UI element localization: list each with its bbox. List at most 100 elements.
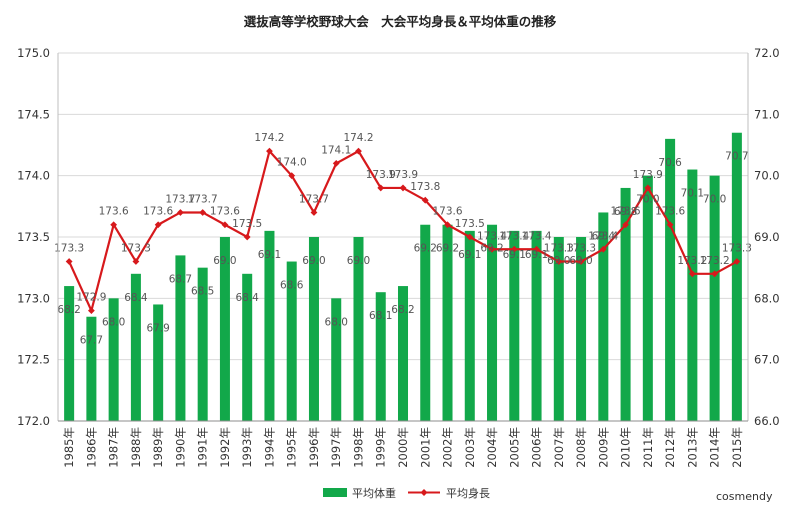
height-point <box>688 270 696 278</box>
weight-data-label: 69.2 <box>414 243 437 255</box>
weight-data-label: 68.6 <box>280 280 304 292</box>
height-line <box>65 147 741 314</box>
weight-data-label: 70.7 <box>725 151 748 163</box>
height-data-label: 173.6 <box>655 206 685 218</box>
weight-data-label: 69.1 <box>458 249 481 261</box>
bar <box>620 187 631 421</box>
height-point <box>488 245 496 253</box>
bar <box>576 237 587 421</box>
y-left-tick-label: 172.0 <box>17 414 50 428</box>
height-data-label: 173.4 <box>499 230 529 242</box>
weight-data-label: 69.0 <box>547 255 570 267</box>
bar <box>553 237 564 421</box>
y-left-tick-label: 174.0 <box>17 169 50 183</box>
legend-height-label: 平均身長 <box>446 486 490 500</box>
y-left-tick-label: 174.5 <box>17 107 50 121</box>
y-right-tick-label: 72.0 <box>754 46 780 60</box>
x-tick-label: 1987年 <box>107 427 121 468</box>
bar <box>353 237 364 421</box>
height-point <box>332 160 340 167</box>
height-point <box>622 221 629 229</box>
x-tick-label: 2010年 <box>619 427 633 468</box>
weight-data-label: 69.0 <box>213 255 236 267</box>
x-tick-label: 1986年 <box>84 427 98 468</box>
x-tick-label: 1994年 <box>262 427 276 468</box>
height-data-label: 173.6 <box>611 206 641 218</box>
weight-data-label: 69.1 <box>525 249 548 261</box>
bar <box>86 316 97 421</box>
weight-data-label: 69.8 <box>614 206 637 218</box>
bar <box>642 175 653 421</box>
height-data-label: 172.9 <box>76 292 106 304</box>
y-left-tick-label: 173.0 <box>17 291 50 305</box>
bar <box>175 255 186 421</box>
bar <box>331 298 342 421</box>
bar <box>665 138 676 421</box>
height-point <box>310 209 318 216</box>
height-point <box>377 184 385 192</box>
height-data-label: 173.9 <box>633 169 663 181</box>
bar <box>397 286 409 421</box>
height-point <box>555 258 563 265</box>
weight-data-label: 70.6 <box>658 157 682 169</box>
weight-data-label: 69.4 <box>592 230 616 242</box>
bar <box>509 230 520 421</box>
bar <box>130 273 141 421</box>
legend: 平均体重 平均身長 <box>323 486 490 500</box>
y-right-tick-label: 71.0 <box>754 107 780 121</box>
y-left-tick-label: 173.5 <box>17 230 50 244</box>
x-tick-label: 2005年 <box>507 427 521 468</box>
x-tick-label: 2011年 <box>641 427 655 468</box>
height-point <box>711 270 719 278</box>
bar <box>487 224 498 421</box>
height-point <box>510 245 518 253</box>
bar <box>242 273 253 421</box>
height-point <box>599 245 607 253</box>
weight-data-label: 69.0 <box>347 255 370 267</box>
legend-height-marker <box>420 489 428 496</box>
height-point <box>266 147 273 155</box>
height-data-label: 173.8 <box>410 181 440 193</box>
height-data-label: 173.6 <box>143 206 173 218</box>
legend-weight-label: 平均体重 <box>352 486 396 500</box>
height-data-label: 173.9 <box>366 169 396 181</box>
bar <box>598 212 609 421</box>
y-left-tick-label: 175.0 <box>17 46 50 60</box>
weight-data-label: 68.0 <box>102 316 125 328</box>
height-point <box>221 221 229 229</box>
height-data-label: 173.9 <box>388 169 418 181</box>
height-data-label: 174.0 <box>277 157 307 169</box>
x-tick-label: 1990年 <box>173 427 187 468</box>
height-data-label: 173.7 <box>299 193 329 205</box>
x-tick-label: 1992年 <box>218 427 232 468</box>
x-tick-label: 2015年 <box>730 427 744 468</box>
bar <box>197 267 208 421</box>
height-data-label: 173.7 <box>188 193 218 205</box>
x-tick-label: 1998年 <box>351 427 365 468</box>
x-tick-label: 1999年 <box>374 427 388 468</box>
weight-data-label: 68.2 <box>57 304 80 316</box>
height-point <box>288 172 296 180</box>
data-labels: 68.2 67.7 68.0 68.4 67.9 68.768.5 69.0 68.4 69.1… <box>54 132 752 347</box>
height-point <box>444 221 451 229</box>
weight-data-label: 68.4 <box>124 292 148 304</box>
x-tick-label: 1985年 <box>62 427 76 468</box>
bar <box>687 169 698 421</box>
height-data-label: 173.2 <box>677 255 707 267</box>
weight-data-label: 68.2 <box>391 304 414 316</box>
x-tick-label: 2002年 <box>441 427 455 468</box>
bar <box>286 261 297 421</box>
bar <box>464 230 475 421</box>
y-right-tick-label: 67.0 <box>754 353 780 367</box>
x-tick-label: 1997年 <box>329 427 343 468</box>
weight-bars <box>64 132 742 421</box>
height-point <box>110 221 118 229</box>
y-right-tick-label: 66.0 <box>754 414 780 428</box>
height-data-label: 173.3 <box>121 243 151 255</box>
height-point <box>666 221 674 229</box>
x-tick-label: 2007年 <box>552 427 566 468</box>
bar <box>308 237 319 421</box>
bar <box>108 298 119 421</box>
height-point <box>199 209 207 216</box>
